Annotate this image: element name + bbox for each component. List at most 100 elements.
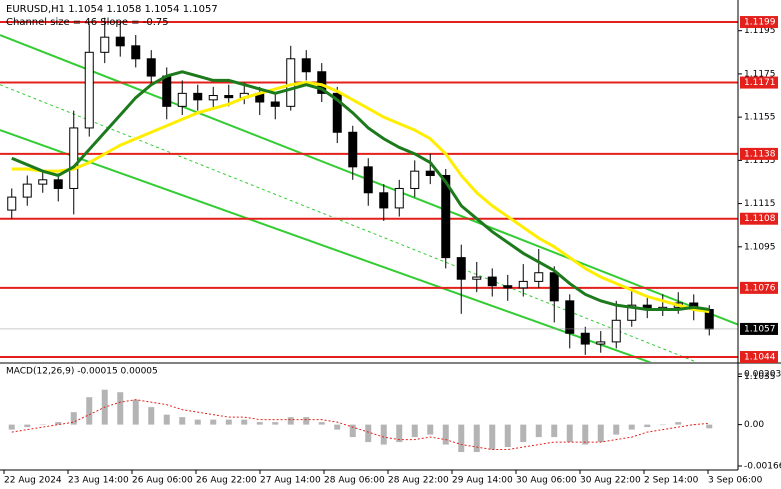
level-label: 1.1138 [744, 149, 776, 159]
y-tick-label: 1.1195 [744, 26, 776, 36]
candle-body [177, 92, 187, 107]
candle-body [549, 272, 559, 302]
candle-body [146, 58, 156, 77]
macd-bar [442, 424, 449, 445]
macd-tick-label: -0.00166 [744, 462, 781, 472]
chart-title: EURUSD,H1 1.1054 1.1058 1.1054 1.1057 [6, 4, 218, 15]
macd-bar [55, 422, 62, 425]
macd-title: MACD(12,26,9) -0.00015 0.00005 [6, 367, 158, 377]
macd-bar [396, 424, 403, 443]
x-tick-label: 30 Aug 06:00 [516, 476, 577, 486]
macd-bar [210, 419, 217, 425]
candle-body [131, 45, 141, 60]
candle-body [317, 71, 327, 94]
channel-line [0, 129, 653, 362]
x-tick-label: 23 Aug 14:00 [68, 476, 129, 486]
x-tick-label: 29 Aug 14:00 [452, 476, 513, 486]
y-tick-label: 1.1115 [744, 199, 776, 209]
candle-body [301, 58, 311, 73]
level-label: 1.1044 [744, 353, 776, 363]
candle-body [22, 183, 32, 198]
candle-body [472, 276, 482, 280]
level-label-box [740, 76, 778, 89]
x-tick-label: 26 Aug 22:00 [196, 476, 257, 486]
current-price-box [740, 322, 778, 335]
macd-bar [24, 424, 31, 428]
candle-body [518, 280, 528, 289]
macd-bar [148, 407, 155, 425]
macd-bar [690, 424, 697, 426]
macd-bar [365, 424, 372, 443]
macd-bar [303, 417, 310, 425]
macd-bar [287, 417, 294, 425]
macd-bar [194, 419, 201, 425]
macd-bar [613, 424, 620, 435]
candle-body [69, 127, 79, 189]
y-tick-label: 1.1175 [744, 69, 776, 79]
candle-body [565, 300, 575, 334]
macd-bar [504, 424, 511, 448]
candle-body [534, 272, 544, 282]
macd-bar [597, 424, 604, 443]
level-label-box [740, 16, 778, 29]
level-label: 1.1199 [744, 18, 776, 28]
macd-bar [334, 424, 341, 430]
x-tick-label: 28 Aug 06:00 [324, 476, 385, 486]
candle-body [487, 276, 497, 287]
macd-bar [427, 424, 434, 435]
level-label-box [740, 351, 778, 364]
macd-bar [179, 417, 186, 425]
current-price-label: 1.1057 [744, 324, 776, 334]
y-tick-label: 1.1095 [744, 242, 776, 252]
candle-body [363, 166, 373, 194]
macd-bar [132, 399, 139, 425]
macd-bar [644, 424, 651, 428]
macd-bar [551, 424, 558, 438]
candle-body [193, 92, 203, 101]
candle-body [627, 304, 637, 321]
macd-bar [458, 424, 465, 453]
macd-tick-label: 0.00203 [744, 370, 781, 380]
level-label-box [740, 212, 778, 225]
candle-body [286, 58, 296, 107]
macd-bar [706, 424, 713, 429]
candle-body [208, 95, 218, 101]
macd-bar [473, 424, 480, 453]
y-tick-label: 1.1135 [744, 156, 776, 166]
moving-average [11, 81, 710, 314]
macd-bar [241, 419, 248, 425]
macd-bar [380, 424, 387, 445]
macd-bar [628, 424, 635, 430]
chart-subtitle: Channel size = 46 Slope = -0.75 [6, 17, 169, 28]
x-tick-label: 26 Aug 06:00 [132, 476, 193, 486]
macd-bar [39, 424, 46, 426]
candle-body [503, 285, 513, 289]
level-label-box [740, 147, 778, 160]
macd-bar [349, 424, 356, 438]
macd-bar [489, 424, 496, 450]
level-label-box [740, 281, 778, 294]
candle-body [332, 92, 342, 133]
x-tick-label: 27 Aug 14:00 [260, 476, 321, 486]
candle-body [53, 179, 63, 189]
macd-bar [117, 392, 124, 425]
candle-body [580, 332, 590, 345]
level-label: 1.1171 [744, 78, 776, 88]
macd-bar [659, 424, 666, 426]
candle-body [7, 196, 17, 211]
macd-bar [675, 422, 682, 425]
macd-bar [70, 412, 77, 425]
candle-body [596, 341, 606, 345]
candle-body [38, 179, 48, 185]
level-label: 1.1108 [744, 214, 776, 224]
moving-average [11, 70, 710, 311]
macd-bar [86, 397, 93, 425]
candle-body [425, 170, 435, 176]
candle-body [379, 192, 389, 209]
x-tick-label: 28 Aug 22:00 [388, 476, 449, 486]
price-panel [0, 17, 738, 362]
y-tick-label: 1.1035 [744, 372, 776, 382]
macd-bar [272, 422, 279, 425]
macd-bar [8, 424, 15, 430]
macd-bar [535, 424, 542, 438]
